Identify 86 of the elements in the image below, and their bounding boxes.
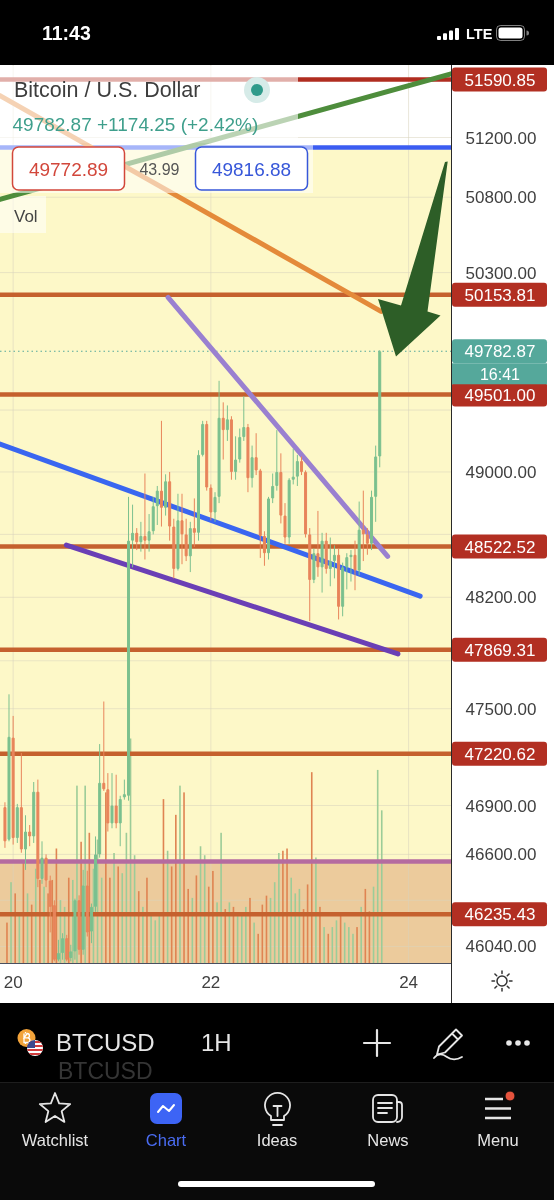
- text: Watchlist: [21, 1131, 89, 1149]
- candlestick: [361, 490, 365, 562]
- candlestick: [328, 537, 332, 587]
- candlestick: [250, 445, 254, 489]
- candlestick: [316, 510, 320, 578]
- candlestick: [143, 473, 147, 560]
- candlestick: [139, 521, 143, 553]
- x-tick-label: 22: [201, 972, 221, 992]
- y-tick-label: 51200.00: [465, 128, 537, 148]
- candlestick: [324, 532, 328, 575]
- candlestick: [32, 781, 36, 844]
- ref-line-label: 51590.85: [464, 70, 536, 90]
- candlestick: [180, 493, 184, 565]
- y-tick-label: 50300.00: [465, 263, 537, 283]
- candlestick: [110, 772, 114, 829]
- candlestick: [332, 544, 336, 579]
- y-tick-label: 49000.00: [465, 462, 537, 482]
- ref-line-label: 47869.31: [464, 640, 536, 660]
- ref-line-label: 49501.00: [464, 385, 536, 404]
- x-tick-label: 20: [3, 972, 23, 992]
- candlestick: [349, 549, 353, 583]
- candlestick: [221, 401, 225, 461]
- candlestick: [370, 490, 374, 551]
- candlestick: [135, 527, 139, 551]
- y-tick-label: 46040.00: [465, 936, 537, 956]
- text: 11:43: [42, 22, 91, 44]
- candlestick: [147, 513, 151, 553]
- candlestick: [225, 404, 229, 442]
- candlestick: [155, 485, 159, 526]
- candlestick: [56, 939, 60, 962]
- text: Menu: [477, 1131, 519, 1149]
- candlestick: [19, 752, 23, 854]
- y-tick-label: 47500.00: [465, 699, 537, 719]
- candlestick: [40, 840, 44, 885]
- text: Ideas: [256, 1131, 298, 1149]
- candlestick: [3, 801, 7, 849]
- y-tick-label: 46600.00: [465, 844, 537, 864]
- x-tick-label: 24: [399, 972, 419, 992]
- candlestick: [275, 429, 279, 492]
- candlestick: [246, 423, 250, 493]
- candlestick: [192, 497, 196, 548]
- text: LTE: [466, 25, 493, 42]
- text: 49782.87 +1174.25 (+2.42%): [12, 113, 259, 135]
- ref-line-label: 47220.62: [464, 744, 536, 764]
- candlestick: [291, 448, 295, 485]
- candlestick: [7, 693, 11, 842]
- candlestick: [15, 803, 19, 844]
- candlestick: [28, 824, 32, 847]
- chart-title: Vol: [14, 206, 38, 225]
- candlestick: [357, 501, 361, 576]
- annotation: 49816.88: [211, 158, 292, 179]
- candlestick: [242, 395, 246, 442]
- candlestick: [114, 774, 118, 829]
- text: News: [367, 1131, 409, 1149]
- candlestick: [353, 540, 357, 591]
- candlestick: [11, 715, 15, 846]
- candlestick: [24, 814, 28, 871]
- candlestick: [188, 521, 192, 573]
- candlestick: [300, 455, 304, 476]
- candlestick: [164, 473, 168, 517]
- ref-line-label: 49782.87: [464, 341, 536, 361]
- annotation: 49772.89: [28, 158, 109, 179]
- y-tick-label: 48200.00: [465, 587, 537, 607]
- candlestick: [337, 548, 341, 620]
- text: 1H: [201, 1028, 232, 1056]
- candlestick: [102, 701, 106, 792]
- candlestick: [229, 415, 233, 481]
- candlestick: [159, 420, 163, 528]
- candlestick: [312, 548, 316, 584]
- text: 16:41: [479, 365, 521, 383]
- candlestick: [262, 530, 266, 567]
- y-tick-label: 50800.00: [465, 187, 537, 207]
- candlestick: [131, 504, 135, 568]
- text: BTCUSD: [56, 1028, 155, 1056]
- annotation: 43.99: [139, 160, 180, 177]
- text: Chart: [145, 1131, 187, 1149]
- ref-line-label: 50153.81: [464, 285, 536, 305]
- candlestick: [176, 493, 180, 572]
- candlestick: [151, 496, 155, 535]
- y-tick-label: 46900.00: [465, 796, 537, 816]
- candlestick: [89, 903, 93, 944]
- candlestick: [320, 532, 324, 594]
- ref-line-label: 46235.43: [464, 904, 536, 924]
- text: Bitcoin / U.S. Dollar: [14, 78, 201, 102]
- ref-line-label: 48522.52: [464, 537, 536, 557]
- candlestick: [118, 795, 122, 847]
